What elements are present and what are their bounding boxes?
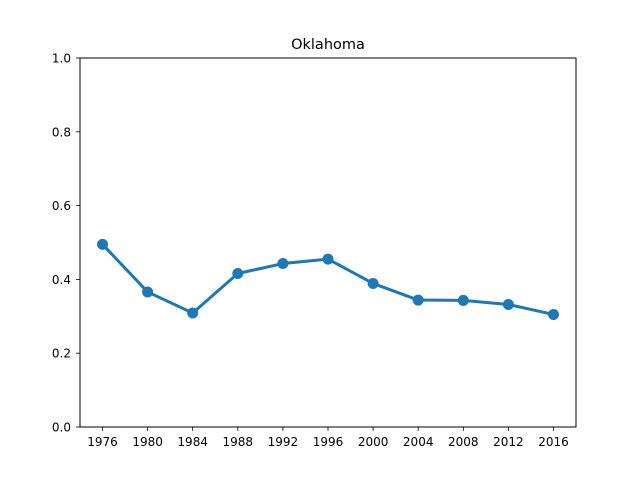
data-point	[548, 308, 559, 320]
chart-title: Oklahoma	[291, 37, 365, 53]
data-point	[277, 258, 289, 270]
y-tick-label: 0.4	[52, 273, 71, 287]
x-tick-label: 2016	[538, 435, 569, 449]
x-tick-label: 2000	[358, 435, 389, 449]
y-tick-label: 0.8	[52, 125, 71, 139]
x-tick-label: 1984	[177, 435, 208, 449]
x-tick-label: 2004	[403, 435, 434, 449]
data-point	[457, 294, 469, 306]
y-tick-label: 1.0	[52, 52, 71, 66]
series-layer	[97, 238, 559, 320]
x-tick-label: 2008	[448, 435, 479, 449]
data-point	[412, 294, 424, 306]
y-tick-label: 0.2	[52, 347, 71, 361]
plot-frame	[79, 57, 577, 428]
x-tick-label: 1980	[132, 435, 163, 449]
data-point	[97, 238, 108, 250]
x-tick-label: 1992	[268, 435, 299, 449]
data-point	[142, 286, 154, 298]
x-tick-label: 1988	[223, 435, 254, 449]
data-point	[367, 277, 379, 289]
data-point	[232, 267, 244, 279]
y-tick-label: 0.0	[52, 421, 71, 435]
x-tick-label: 1976	[87, 435, 118, 449]
y-tick-label: 0.6	[52, 199, 71, 213]
data-point	[502, 298, 514, 310]
axes: 1976 1980 1984 1988 1992 1996 2000 2004 2008 2012…	[52, 52, 569, 450]
data-point	[187, 307, 199, 319]
x-tick-label: 2012	[493, 435, 524, 449]
data-point	[322, 253, 334, 265]
x-tick-label: 1996	[313, 435, 344, 449]
